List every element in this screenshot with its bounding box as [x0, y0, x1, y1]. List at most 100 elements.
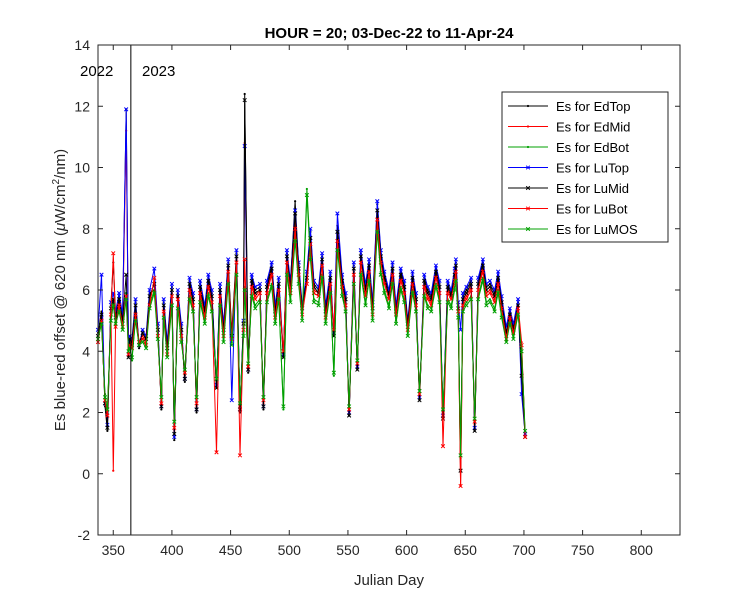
- data-point: [495, 290, 501, 296]
- data-point: [355, 367, 360, 372]
- data-point: [194, 407, 199, 412]
- data-point: [160, 408, 163, 411]
- data-point: [465, 295, 468, 298]
- data-point: [124, 297, 129, 302]
- data-point: [468, 281, 474, 287]
- data-point: [113, 321, 118, 326]
- data-point: [159, 395, 164, 400]
- data-point: [269, 284, 274, 290]
- data-point: [226, 257, 231, 262]
- data-point: [214, 376, 219, 381]
- data-point: [237, 401, 243, 406]
- data-point: [422, 284, 427, 290]
- legend: Es for EdTop Es for EdMid Es for EdBot Es f…: [501, 91, 669, 243]
- data-point: [366, 269, 372, 274]
- data-point: [335, 248, 340, 253]
- annotation-2022: 2022: [80, 63, 113, 80]
- data-point: [422, 293, 427, 299]
- data-point: [472, 416, 477, 421]
- data-point: [105, 413, 110, 418]
- data-point: [249, 272, 254, 277]
- y-axis-label-mu: μ: [52, 223, 69, 232]
- data-point: [124, 272, 129, 277]
- data-point: [464, 290, 469, 296]
- data-point: [417, 388, 422, 394]
- data-point: [480, 263, 486, 268]
- x-tick-label: 500: [278, 542, 302, 558]
- data-point: [214, 450, 219, 455]
- data-point: [339, 293, 345, 299]
- data-point: [410, 290, 415, 296]
- data-point: [378, 272, 383, 277]
- data-point: [249, 293, 254, 299]
- legend-items: Es for EdTop Es for EdMid Es for EdBot Es f…: [508, 99, 638, 237]
- data-point: [366, 257, 372, 262]
- data-point: [304, 275, 310, 280]
- data-point: [152, 266, 157, 271]
- data-point: [257, 300, 263, 305]
- data-point: [476, 287, 481, 293]
- data-point: [226, 263, 231, 268]
- data-point: [133, 297, 138, 302]
- data-point: [99, 321, 104, 326]
- data-point: [187, 287, 192, 293]
- y-tick-label: 2: [82, 405, 90, 421]
- data-point: [484, 303, 489, 308]
- data-point: [197, 278, 203, 283]
- data-point: [152, 290, 157, 296]
- data-point: [346, 404, 352, 409]
- data-point: [234, 254, 239, 259]
- data-point: [363, 303, 368, 308]
- y-axis: -2 0 2 4 6 8 10 12 14: [74, 37, 680, 543]
- y-axis-label: Es blue-red offset @ 620 nm (μW/cm2/nm): [51, 149, 69, 431]
- y-tick-label: 12: [74, 98, 90, 114]
- y-axis-label-part1: Es blue-red offset @ 620 nm (: [52, 231, 69, 431]
- data-point: [206, 284, 211, 290]
- series-6: [95, 192, 528, 458]
- data-point: [172, 431, 177, 437]
- data-point: [294, 200, 297, 203]
- data-point: [102, 395, 108, 400]
- data-point: [398, 266, 403, 271]
- data-point: [449, 306, 454, 311]
- data-point: [445, 278, 450, 283]
- data-point: [393, 321, 399, 326]
- data-point: [480, 269, 486, 274]
- data-point: [257, 290, 263, 296]
- data-point: [161, 309, 166, 314]
- series-layer: [95, 92, 528, 489]
- data-point: [390, 272, 395, 277]
- data-point: [159, 401, 164, 406]
- data-point: [226, 281, 231, 287]
- data-point: [472, 428, 477, 434]
- data-point: [242, 97, 247, 103]
- data-point: [476, 297, 481, 302]
- data-point: [375, 229, 380, 234]
- data-point: [161, 315, 166, 320]
- data-point: [335, 238, 340, 244]
- data-point: [269, 260, 274, 265]
- data-point: [179, 339, 184, 345]
- chart-title: HOUR = 20; 03-Dec-22 to 11-Apr-24: [265, 25, 514, 42]
- data-point: [319, 257, 325, 262]
- data-point: [140, 330, 145, 336]
- data-point: [234, 272, 239, 277]
- data-point: [328, 269, 333, 274]
- data-point: [175, 297, 180, 302]
- data-point: [124, 107, 129, 112]
- data-point: [284, 254, 290, 259]
- data-point: [194, 401, 199, 406]
- data-point: [465, 301, 468, 304]
- data-point: [197, 284, 203, 290]
- data-point: [241, 333, 246, 339]
- data-point: [99, 312, 104, 317]
- data-point: [460, 303, 466, 308]
- legend-marker: [525, 165, 531, 170]
- data-point: [453, 269, 459, 274]
- data-point: [375, 217, 380, 222]
- legend-entry: Es for EdBot: [556, 140, 629, 155]
- data-point: [355, 358, 360, 363]
- data-point: [257, 281, 263, 287]
- data-point: [390, 281, 395, 287]
